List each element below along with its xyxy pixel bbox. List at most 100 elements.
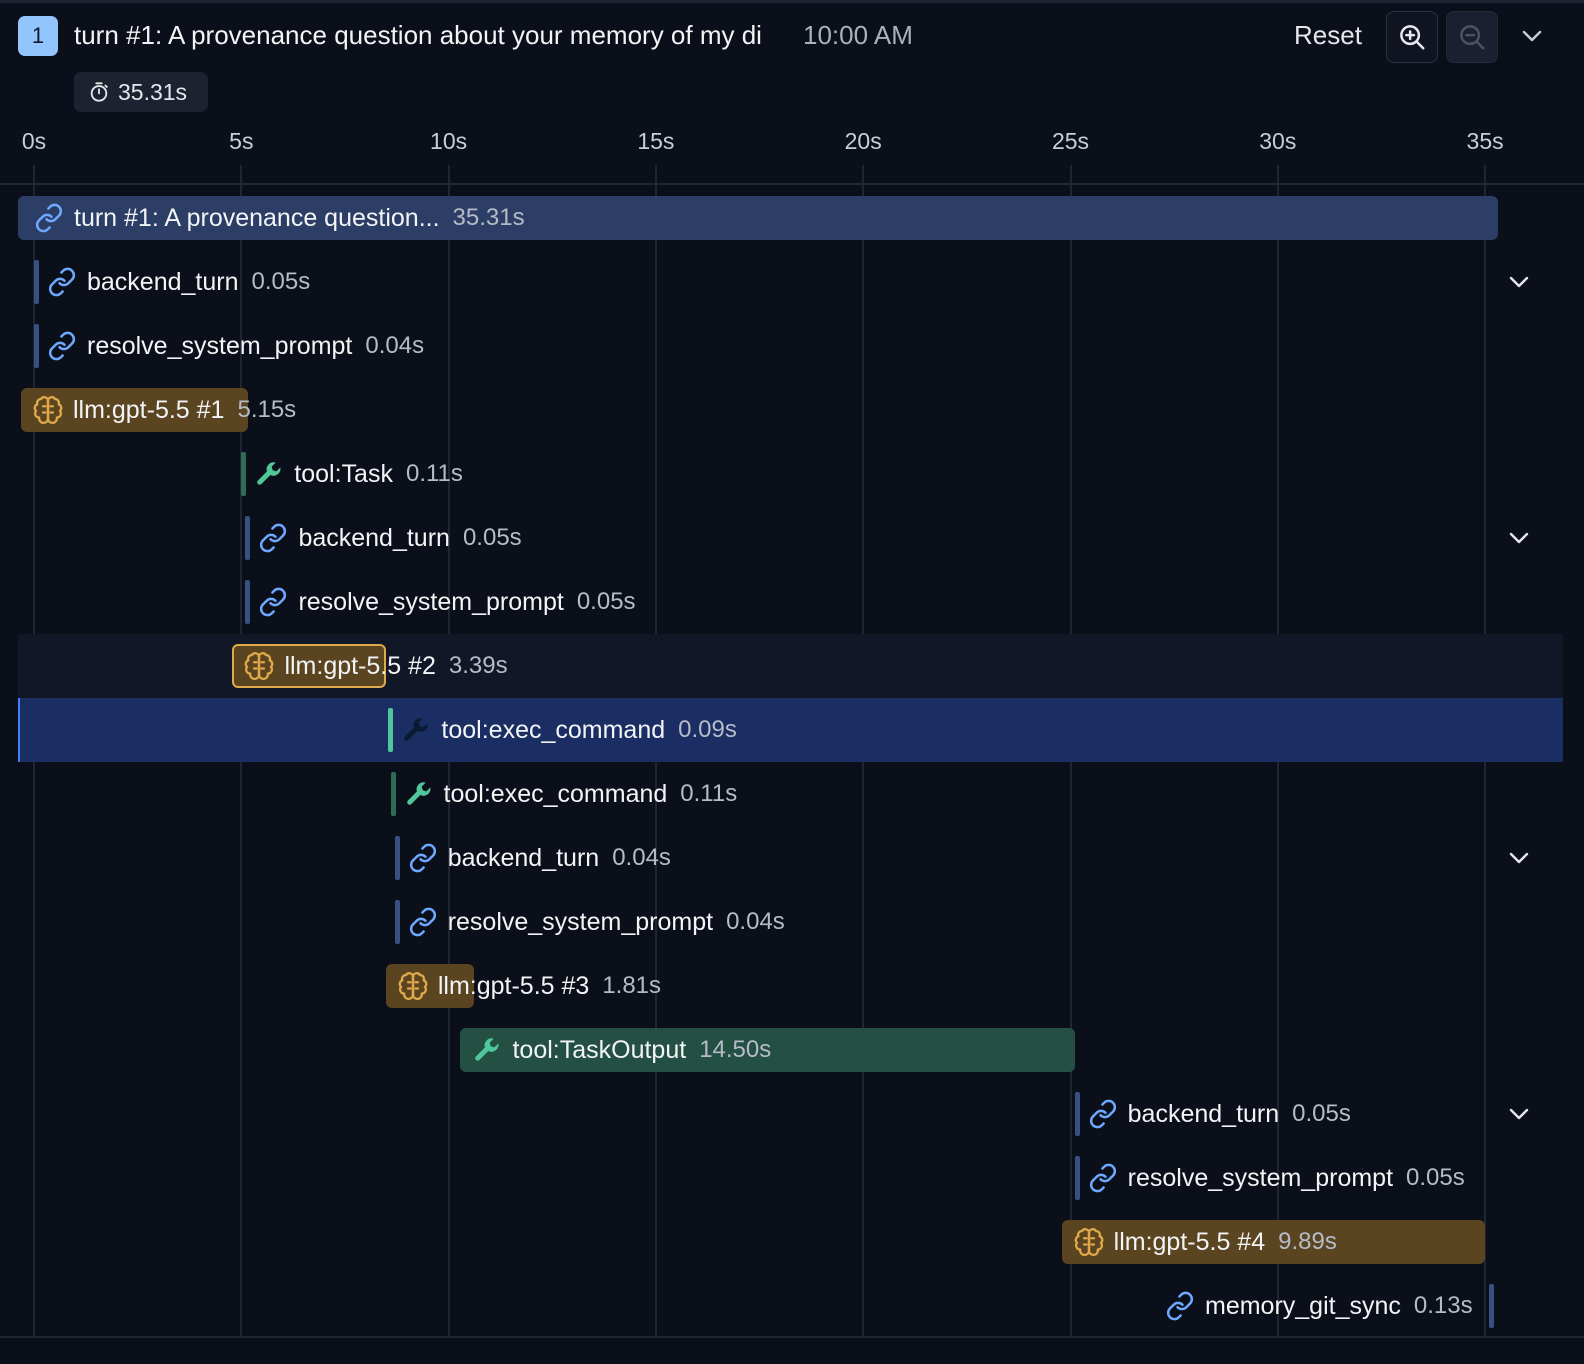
span-row[interactable]: tool:Task 0.11s bbox=[18, 442, 1563, 506]
span-name: resolve_system_prompt bbox=[87, 331, 353, 360]
wrench-icon bbox=[471, 1034, 503, 1066]
span-bar[interactable] bbox=[1489, 1284, 1495, 1328]
expand-toggle-button[interactable] bbox=[1501, 1096, 1537, 1132]
span-row[interactable]: backend_turn 0.05s bbox=[18, 506, 1563, 570]
span-bar[interactable] bbox=[460, 1028, 1075, 1072]
span-bar[interactable] bbox=[34, 260, 39, 304]
span-bar[interactable] bbox=[394, 836, 400, 880]
turn-timestamp: 10:00 AM bbox=[803, 20, 913, 50]
axis-tick-label: 35s bbox=[1466, 128, 1504, 154]
link-icon bbox=[46, 330, 78, 362]
brain-icon bbox=[32, 394, 64, 426]
span-label: turn #1: A provenance question... 35.31s bbox=[33, 186, 525, 250]
zoom-out-icon bbox=[1460, 25, 1485, 50]
span-duration: 0.05s bbox=[576, 588, 636, 615]
span-duration: 0.05s bbox=[462, 524, 522, 551]
span-bar[interactable] bbox=[390, 772, 396, 816]
zoom-in-button[interactable] bbox=[1386, 11, 1438, 63]
span-duration: 0.09s bbox=[678, 716, 737, 743]
wrench-icon bbox=[403, 778, 435, 810]
span-bar[interactable] bbox=[394, 900, 400, 944]
axis-tick-label: 20s bbox=[844, 128, 882, 154]
span-label: resolve_system_prompt 0.05s bbox=[1087, 1146, 1465, 1210]
collapse-toggle-button[interactable] bbox=[1512, 20, 1552, 52]
span-name: llm:gpt-5.5 #4 bbox=[1113, 1227, 1266, 1256]
span-name: llm:gpt-5.5 #2 bbox=[284, 651, 436, 680]
span-bar[interactable] bbox=[1074, 1092, 1080, 1136]
span-bar[interactable] bbox=[18, 196, 1498, 240]
brain-icon bbox=[1073, 1226, 1105, 1258]
span-label: memory_git_sync 0.13s bbox=[1164, 1274, 1473, 1338]
span-duration: 1.81s bbox=[602, 972, 662, 999]
span-name: resolve_system_prompt bbox=[447, 907, 714, 936]
span-row[interactable]: turn #1: A provenance question... 35.31s bbox=[18, 186, 1563, 250]
span-row[interactable]: llm:gpt-5.5 #2 3.39s bbox=[18, 634, 1563, 698]
span-label: resolve_system_prompt 0.04s bbox=[46, 314, 424, 378]
span-bar[interactable] bbox=[245, 580, 251, 624]
span-row[interactable]: resolve_system_prompt 0.04s bbox=[18, 890, 1563, 954]
span-row[interactable]: memory_git_sync 0.13s bbox=[18, 1274, 1563, 1338]
chevron-down-icon bbox=[1509, 1108, 1529, 1120]
expand-toggle-button[interactable] bbox=[1501, 520, 1537, 556]
span-duration: 0.11s bbox=[680, 780, 738, 807]
span-name: backend_turn bbox=[447, 843, 600, 872]
axis-tick-label: 25s bbox=[1051, 128, 1090, 154]
span-duration: 0.04s bbox=[365, 332, 425, 359]
span-row[interactable]: tool:TaskOutput 14.50s bbox=[18, 1018, 1563, 1082]
span-row[interactable]: resolve_system_prompt 0.04s bbox=[18, 314, 1563, 378]
span-name: memory_git_sync bbox=[1205, 1291, 1401, 1320]
span-name: tool:exec_command bbox=[441, 715, 666, 744]
span-row[interactable]: tool:exec_command 0.09s bbox=[18, 698, 1563, 762]
span-duration: 0.04s bbox=[612, 844, 671, 871]
axis-divider bbox=[0, 183, 1584, 185]
chevron-down-icon bbox=[1522, 30, 1542, 42]
axis-tick-label: 15s bbox=[637, 128, 675, 154]
span-row[interactable]: backend_turn 0.04s bbox=[18, 826, 1563, 890]
span-bar[interactable] bbox=[34, 324, 39, 368]
span-label: llm:gpt-5.5 #4 9.89s bbox=[1073, 1210, 1337, 1274]
span-row[interactable]: backend_turn 0.05s bbox=[18, 1082, 1563, 1146]
span-row[interactable]: llm:gpt-5.5 #4 9.89s bbox=[18, 1210, 1563, 1274]
span-duration: 0.11s bbox=[405, 460, 463, 487]
link-icon bbox=[33, 202, 65, 234]
expand-toggle-button[interactable] bbox=[1501, 840, 1537, 876]
span-label: llm:gpt-5.5 #3 1.81s bbox=[397, 954, 661, 1018]
span-row[interactable]: resolve_system_prompt 0.05s bbox=[18, 570, 1563, 634]
expand-toggle-button[interactable] bbox=[1501, 264, 1537, 300]
span-bar[interactable] bbox=[241, 452, 247, 496]
link-icon bbox=[257, 586, 289, 618]
span-duration: 0.05s bbox=[251, 268, 311, 295]
brain-icon bbox=[243, 650, 275, 682]
axis-tick-label: 10s bbox=[430, 128, 468, 154]
span-name: llm:gpt-5.5 #3 bbox=[437, 971, 590, 1000]
zoom-out-button[interactable] bbox=[1446, 11, 1498, 63]
chevron-down-icon bbox=[1509, 852, 1529, 864]
span-name: tool:exec_command bbox=[443, 779, 668, 808]
span-row[interactable]: backend_turn 0.05s bbox=[18, 250, 1563, 314]
span-bar[interactable] bbox=[232, 644, 386, 688]
span-bar[interactable] bbox=[388, 708, 394, 752]
span-row[interactable]: llm:gpt-5.5 #1 5.15s bbox=[18, 378, 1563, 442]
brain-icon bbox=[397, 970, 429, 1002]
span-duration: 9.89s bbox=[1278, 1228, 1337, 1255]
span-duration: 0.05s bbox=[1406, 1164, 1465, 1191]
span-bar[interactable] bbox=[245, 516, 251, 560]
total-duration-pill: 35.31s bbox=[74, 72, 208, 112]
span-name: resolve_system_prompt bbox=[1127, 1163, 1394, 1192]
span-label: llm:gpt-5.5 #2 3.39s bbox=[243, 634, 508, 698]
span-row[interactable]: resolve_system_prompt 0.05s bbox=[18, 1146, 1563, 1210]
span-duration: 14.50s bbox=[699, 1036, 772, 1063]
span-duration: 0.05s bbox=[1292, 1100, 1351, 1127]
span-bar[interactable] bbox=[1074, 1156, 1080, 1200]
span-duration: 3.39s bbox=[448, 652, 508, 679]
turn-title: turn #1: A provenance question about you… bbox=[74, 20, 762, 50]
span-row[interactable]: tool:exec_command 0.11s bbox=[18, 762, 1563, 826]
span-name: backend_turn bbox=[298, 523, 450, 552]
wrench-icon bbox=[400, 714, 432, 746]
span-bar[interactable] bbox=[21, 388, 248, 432]
chevron-down-icon bbox=[1509, 276, 1529, 288]
reset-zoom-button[interactable]: Reset bbox=[1294, 20, 1362, 50]
span-bar[interactable] bbox=[1061, 1220, 1485, 1264]
span-name: turn #1: A provenance question... bbox=[74, 203, 440, 232]
span-row[interactable]: llm:gpt-5.5 #3 1.81s bbox=[18, 954, 1563, 1018]
